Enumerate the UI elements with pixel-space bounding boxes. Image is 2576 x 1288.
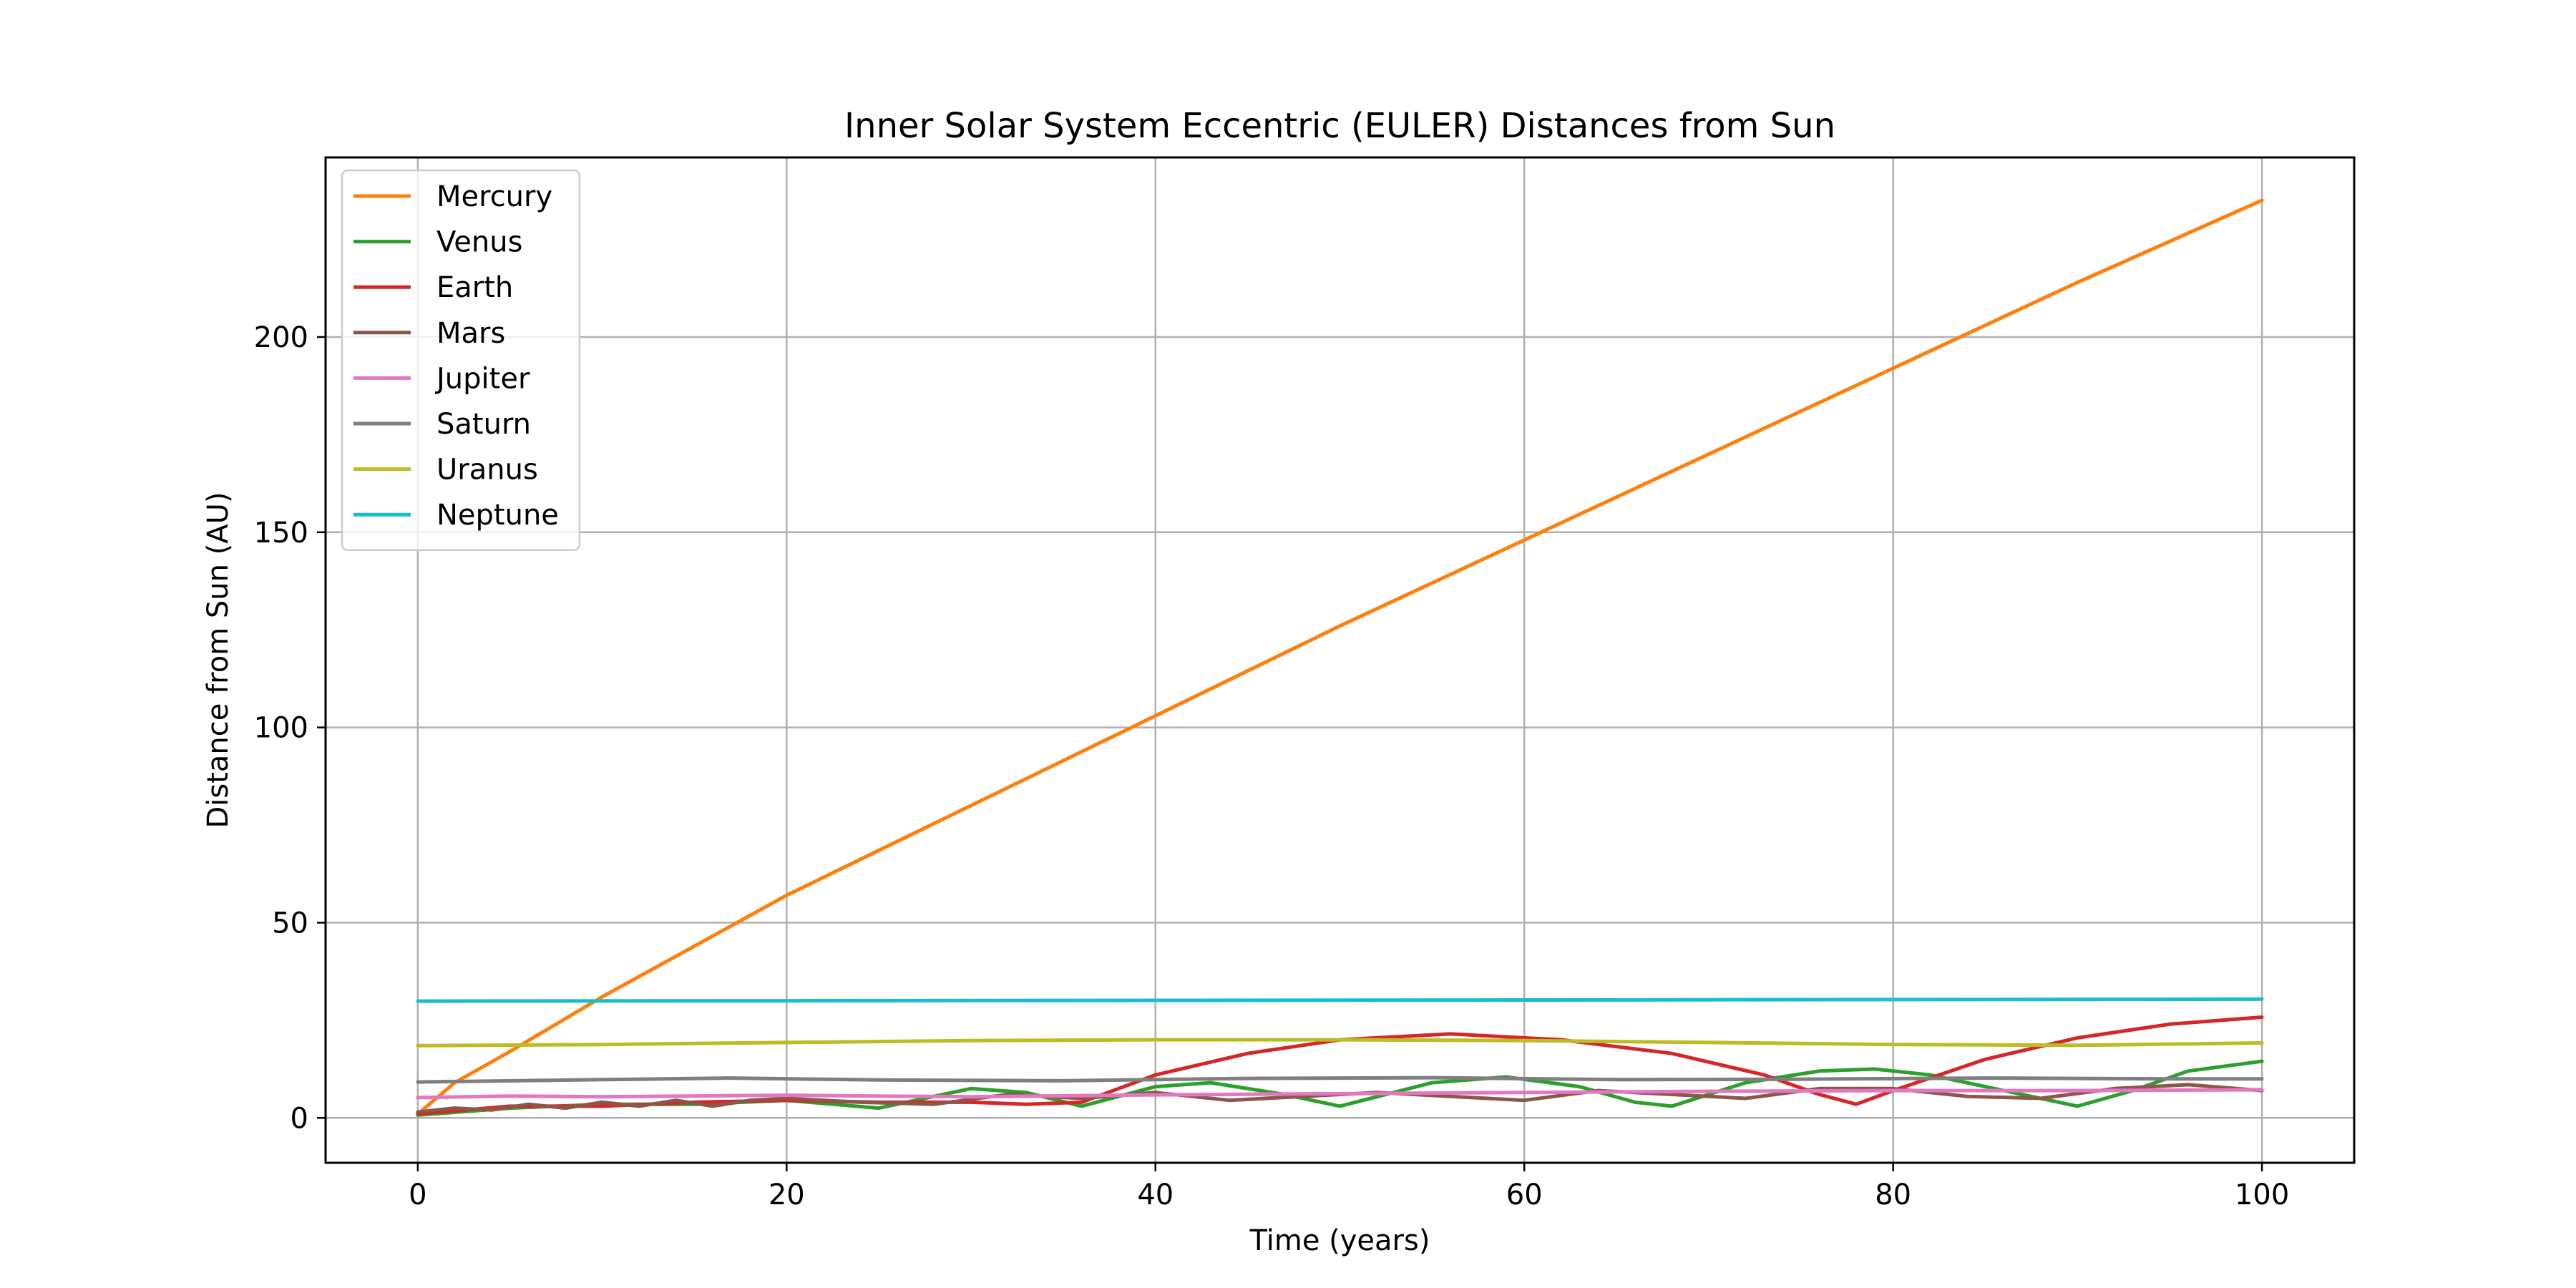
series-line-mars: [416, 1083, 2264, 1114]
legend-label-uranus: Uranus: [436, 454, 538, 487]
x-tick-label: 80: [1875, 1179, 1911, 1211]
y-tick-label: 50: [272, 907, 308, 940]
y-axis-label: Distance from Sun (AU): [202, 492, 235, 828]
x-tick-label: 40: [1137, 1179, 1174, 1211]
legend-label-venus: Venus: [436, 226, 522, 259]
ticks: 0 20 40 60 80 100 0 50 100 150 200: [254, 321, 2290, 1211]
legend-label-earth: Earth: [436, 271, 513, 304]
x-tick-label: 100: [2235, 1179, 2289, 1211]
y-tick-label: 200: [254, 321, 308, 354]
y-tick-label: 150: [254, 517, 308, 550]
legend-label-saturn: Saturn: [436, 408, 531, 441]
series-line-jupiter: [416, 1088, 2264, 1100]
x-tick-label: 0: [409, 1179, 426, 1211]
legend-label-mercury: Mercury: [436, 180, 552, 213]
series-line-neptune: [416, 997, 2264, 1003]
grid: [326, 157, 2354, 1163]
legend-label-jupiter: Jupiter: [434, 362, 530, 395]
x-axis-label: Time (years): [1249, 1224, 1430, 1257]
legend: Mercury Venus Earth Mars Jupiter Saturn Uranus…: [341, 169, 581, 552]
series-lines: [416, 198, 2264, 1117]
legend-label-mars: Mars: [436, 317, 505, 350]
x-tick-label: 20: [769, 1179, 805, 1211]
series-line-venus: [416, 1059, 2264, 1117]
series-line-mercury: [416, 198, 2264, 1116]
series-line-uranus: [416, 1038, 2264, 1048]
chart-title: Inner Solar System Eccentric (EULER) Dis…: [844, 106, 1835, 146]
x-tick-label: 60: [1506, 1179, 1543, 1211]
y-tick-label: 0: [291, 1102, 308, 1135]
legend-label-neptune: Neptune: [436, 499, 559, 532]
plot-frame: [324, 156, 2356, 1164]
y-tick-label: 100: [254, 712, 308, 745]
series-line-saturn: [416, 1075, 2264, 1084]
legend-box: [341, 169, 581, 552]
